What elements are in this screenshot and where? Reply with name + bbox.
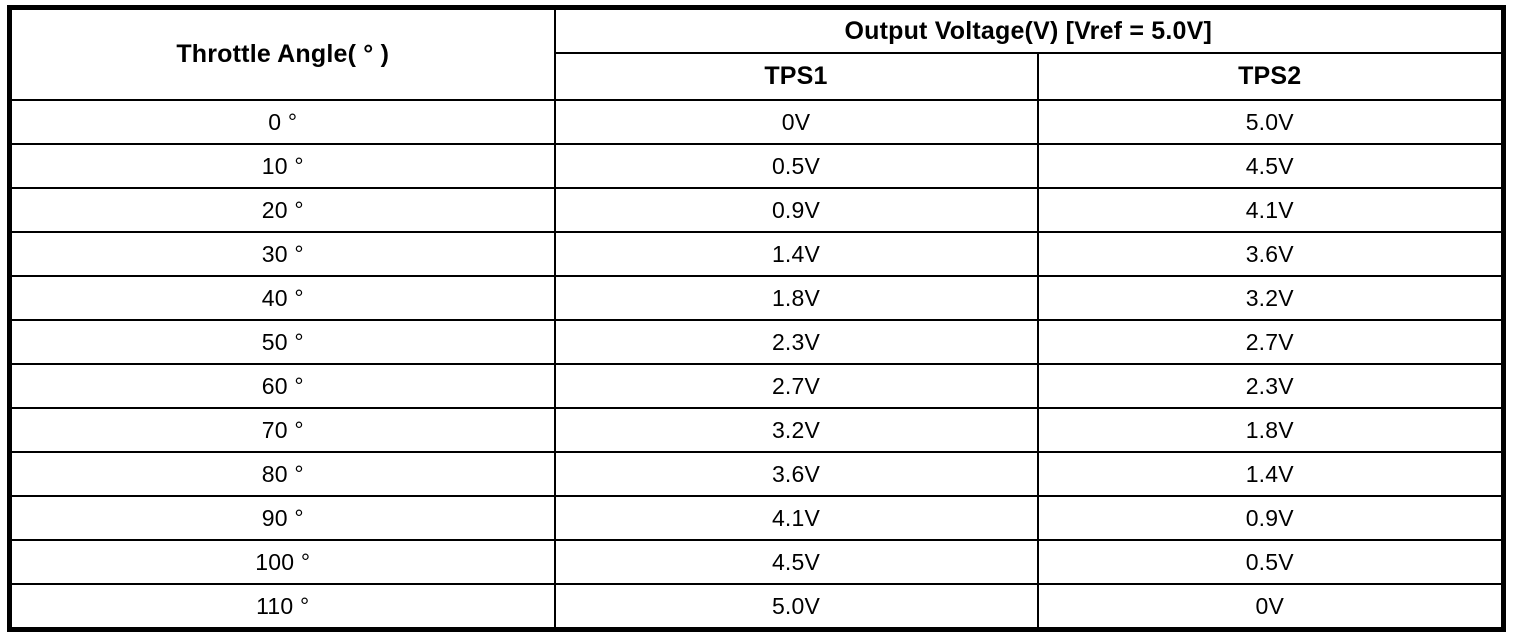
cell-tps2-voltage: 4.1V — [1036, 187, 1505, 233]
cell-throttle-angle: 100 ° — [8, 539, 556, 585]
cell-tps2-voltage: 2.7V — [1036, 319, 1505, 365]
table-row: 20 ° 0.9V 4.1V — [8, 187, 1505, 233]
cell-tps2-voltage: 1.8V — [1036, 407, 1505, 453]
column-header-output-voltage-group: Output Voltage(V) [Vref = 5.0V] — [553, 6, 1505, 54]
cell-tps1-voltage: 1.8V — [553, 275, 1039, 321]
table-row: 60 ° 2.7V 2.3V — [8, 363, 1505, 409]
table-row: 30 ° 1.4V 3.6V — [8, 231, 1505, 277]
cell-throttle-angle: 0 ° — [8, 99, 556, 145]
table-row: 50 ° 2.3V 2.7V — [8, 319, 1505, 365]
cell-tps1-voltage: 4.1V — [553, 495, 1039, 541]
cell-tps2-voltage: 1.4V — [1036, 451, 1505, 497]
cell-throttle-angle: 60 ° — [8, 363, 556, 409]
table-row: 90 ° 4.1V 0.9V — [8, 495, 1505, 541]
cell-tps1-voltage: 4.5V — [553, 539, 1039, 585]
cell-tps2-voltage: 4.5V — [1036, 143, 1505, 189]
cell-throttle-angle: 110 ° — [8, 583, 556, 631]
table-header: Throttle Angle( ° ) Output Voltage(V) [V… — [8, 6, 1505, 101]
cell-tps1-voltage: 3.2V — [553, 407, 1039, 453]
cell-tps1-voltage: 2.7V — [553, 363, 1039, 409]
table-row: 10 ° 0.5V 4.5V — [8, 143, 1505, 189]
header-row-secondary: TPS1 TPS2 — [10, 52, 1505, 101]
table-row: 70 ° 3.2V 1.8V — [8, 407, 1505, 453]
cell-tps1-voltage: 0V — [553, 99, 1039, 145]
cell-throttle-angle: 20 ° — [8, 187, 556, 233]
cell-tps1-voltage: 0.5V — [553, 143, 1039, 189]
cell-tps1-voltage: 1.4V — [553, 231, 1039, 277]
cell-tps2-voltage: 0.5V — [1036, 539, 1505, 585]
table-row: 40 ° 1.8V 3.2V — [8, 275, 1505, 321]
cell-throttle-angle: 50 ° — [8, 319, 556, 365]
header-row-primary: Throttle Angle( ° ) Output Voltage(V) [V… — [8, 6, 1505, 101]
cell-tps2-voltage: 0.9V — [1036, 495, 1505, 541]
cell-tps2-voltage: 5.0V — [1036, 99, 1505, 145]
cell-throttle-angle: 70 ° — [8, 407, 556, 453]
cell-tps2-voltage: 3.6V — [1036, 231, 1505, 277]
page-canvas: Throttle Angle( ° ) Output Voltage(V) [V… — [7, 5, 1506, 632]
tps-output-voltage-table: Throttle Angle( ° ) Output Voltage(V) [V… — [7, 5, 1506, 632]
cell-tps2-voltage: 3.2V — [1036, 275, 1505, 321]
cell-throttle-angle: 10 ° — [8, 143, 556, 189]
cell-throttle-angle: 30 ° — [8, 231, 556, 277]
table-row: 110 ° 5.0V 0V — [8, 583, 1505, 631]
column-header-throttle-angle: Throttle Angle( ° ) — [8, 6, 556, 101]
cell-tps1-voltage: 2.3V — [553, 319, 1039, 365]
table-body: 0 ° 0V 5.0V 10 ° 0.5V 4.5V 20 ° 0.9V 4.1V 30 ° 1.4… — [8, 99, 1505, 631]
cell-throttle-angle: 80 ° — [8, 451, 556, 497]
cell-tps2-voltage: 0V — [1036, 583, 1505, 631]
cell-tps1-voltage: 0.9V — [553, 187, 1039, 233]
cell-throttle-angle: 40 ° — [8, 275, 556, 321]
column-header-tps1: TPS1 — [553, 52, 1039, 101]
column-header-tps2: TPS2 — [1036, 52, 1505, 101]
cell-tps1-voltage: 3.6V — [553, 451, 1039, 497]
table-row: 0 ° 0V 5.0V — [8, 99, 1505, 145]
table-row: 80 ° 3.6V 1.4V — [8, 451, 1505, 497]
table-row: 100 ° 4.5V 0.5V — [8, 539, 1505, 585]
cell-throttle-angle: 90 ° — [8, 495, 556, 541]
cell-tps1-voltage: 5.0V — [553, 583, 1039, 631]
cell-tps2-voltage: 2.3V — [1036, 363, 1505, 409]
